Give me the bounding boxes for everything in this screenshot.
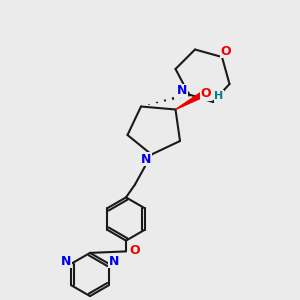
Polygon shape bbox=[176, 92, 204, 110]
Text: N: N bbox=[177, 84, 188, 98]
Text: N: N bbox=[109, 255, 119, 268]
Text: O: O bbox=[201, 87, 212, 101]
Text: O: O bbox=[220, 44, 231, 58]
Text: N: N bbox=[141, 152, 151, 166]
Text: O: O bbox=[129, 244, 140, 257]
Text: H: H bbox=[214, 91, 224, 101]
Text: N: N bbox=[61, 255, 71, 268]
